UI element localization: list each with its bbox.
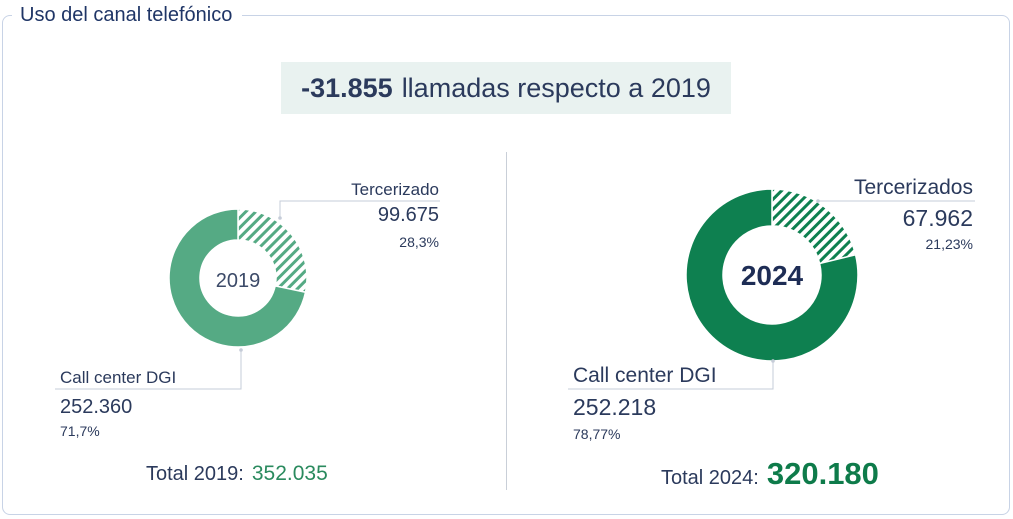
- leader-line-callcenter-2019: [55, 350, 242, 390]
- leader-dot-tercerizados-2024: [816, 199, 820, 203]
- total-2024-label: Total 2024:: [661, 467, 759, 489]
- label-callcenter-2024-percent: 78,77%: [573, 426, 621, 442]
- leader-dot-tercerizado-2019: [278, 216, 282, 220]
- donut-2024-slice-call-center-dgi: [685, 188, 859, 362]
- label-tercerizados-2024-percent: 21,23%: [925, 236, 973, 252]
- headline-text: llamadas respecto a 2019: [401, 72, 711, 103]
- headline-value: -31.855: [301, 72, 393, 103]
- leader-dot-callcenter-2019: [239, 348, 243, 352]
- leader-line-tercerizado-2019: [279, 200, 440, 218]
- label-callcenter-2019-name: Call center DGI: [60, 368, 177, 387]
- label-tercerizados-2024-name: Tercerizados: [853, 176, 973, 199]
- total-2024: Total 2024: 320.180: [661, 456, 879, 492]
- donut-2019: [168, 208, 308, 348]
- donut-2024-slice-tercerizados: [771, 188, 857, 265]
- label-tercerizados-2024-value: 67.962: [902, 205, 973, 231]
- chart-divider: [506, 152, 507, 490]
- donut-2019-slice-call-center-dgi: [168, 208, 307, 348]
- total-2019-value: 352.035: [251, 462, 328, 485]
- label-callcenter-2019-percent: 71,7%: [60, 423, 100, 439]
- donut-2024-center-label: 2024: [741, 260, 804, 291]
- leader-dot-callcenter-2024: [771, 359, 775, 363]
- headline-banner: -31.855 llamadas respecto a 2019: [281, 62, 731, 114]
- panel-frame: [2, 15, 1010, 515]
- panel-title: Uso del canal telefónico: [12, 4, 243, 27]
- donut-2019-center-label: 2019: [216, 270, 261, 292]
- label-tercerizado-2019-value: 99.675: [377, 204, 439, 226]
- label-tercerizado-2019-percent: 28,3%: [399, 234, 439, 250]
- label-callcenter-2019-value: 252.360: [60, 396, 133, 418]
- donut-2024: [685, 188, 859, 362]
- leader-line-callcenter-2024: [568, 361, 774, 390]
- label-callcenter-2024-name: Call center DGI: [573, 364, 717, 387]
- total-2024-value: 320.180: [766, 456, 879, 491]
- label-tercerizado-2019-name: Tercerizado: [351, 180, 439, 199]
- total-2019: Total 2019: 352.035: [146, 462, 328, 486]
- label-callcenter-2024-value: 252.218: [573, 394, 657, 420]
- total-2019-label: Total 2019:: [146, 463, 244, 485]
